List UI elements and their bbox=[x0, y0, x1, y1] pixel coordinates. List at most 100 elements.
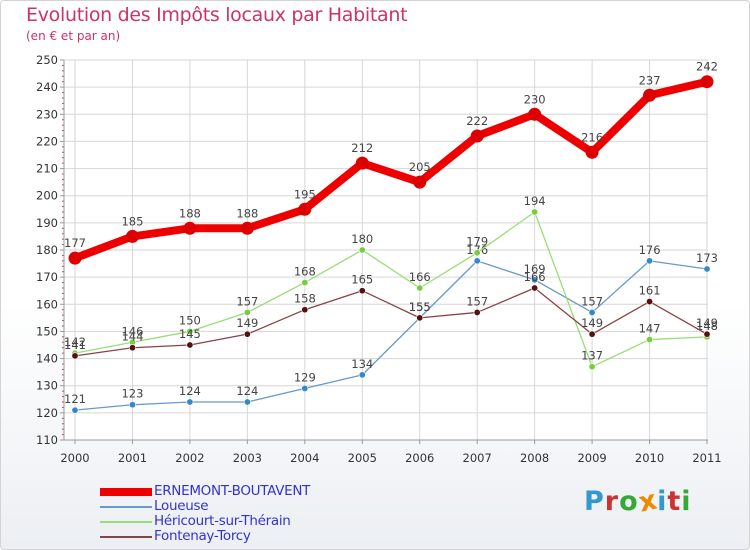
x-tick-label: 2001 bbox=[118, 451, 147, 465]
data-label: 157 bbox=[466, 294, 488, 308]
data-label: 157 bbox=[581, 294, 603, 308]
data-point bbox=[700, 75, 714, 89]
data-point bbox=[183, 221, 197, 235]
legend-swatch bbox=[100, 487, 152, 496]
y-tick-label: 190 bbox=[36, 216, 58, 230]
data-label: 146 bbox=[121, 324, 143, 338]
data-label: 158 bbox=[294, 292, 316, 306]
data-point bbox=[68, 251, 82, 265]
data-label: 222 bbox=[466, 114, 488, 128]
data-point bbox=[531, 208, 539, 216]
series-line bbox=[74, 211, 708, 368]
data-point bbox=[413, 175, 427, 189]
series-line bbox=[74, 260, 708, 411]
data-point bbox=[128, 401, 136, 409]
data-label: 216 bbox=[581, 130, 603, 144]
data-point bbox=[243, 398, 251, 406]
x-tick-label: 2004 bbox=[290, 451, 319, 465]
data-label: 185 bbox=[121, 214, 143, 228]
legend-label: ERNEMONT-BOUTAVENT bbox=[154, 483, 311, 499]
y-tick-label: 200 bbox=[36, 189, 58, 203]
data-label: 149 bbox=[696, 316, 718, 330]
data-point bbox=[416, 284, 424, 292]
legend-swatch bbox=[100, 505, 152, 508]
data-label: 147 bbox=[639, 322, 661, 336]
data-point bbox=[416, 314, 424, 322]
data-label: 173 bbox=[696, 251, 718, 265]
series-1: 121123124124129134155176169157176173 bbox=[64, 243, 718, 414]
data-label: 149 bbox=[581, 316, 603, 330]
data-label: 161 bbox=[639, 284, 661, 298]
data-point bbox=[243, 330, 251, 338]
data-label: 230 bbox=[524, 92, 546, 106]
data-label: 165 bbox=[351, 273, 373, 287]
x-tick-label: 2000 bbox=[60, 451, 89, 465]
y-tick-label: 170 bbox=[36, 270, 58, 284]
data-point bbox=[646, 298, 654, 306]
data-point bbox=[646, 257, 654, 265]
data-point bbox=[186, 398, 194, 406]
x-tick-label: 2011 bbox=[692, 451, 721, 465]
data-label: 180 bbox=[351, 232, 373, 246]
y-tick-label: 240 bbox=[36, 80, 58, 94]
data-label: 188 bbox=[236, 206, 258, 220]
data-point bbox=[71, 406, 79, 414]
x-tick-label: 2006 bbox=[405, 451, 434, 465]
data-label: 141 bbox=[64, 338, 86, 352]
data-label: 137 bbox=[581, 349, 603, 363]
data-label: 237 bbox=[639, 73, 661, 87]
data-point bbox=[646, 336, 654, 344]
data-point bbox=[528, 107, 542, 121]
data-label: 121 bbox=[64, 392, 86, 406]
series-2: 142 146 150 157 168 180 166 179 194 137 147 148 bbox=[64, 194, 718, 371]
data-point bbox=[588, 363, 596, 371]
data-point bbox=[301, 279, 309, 287]
series-line bbox=[74, 287, 708, 357]
data-label: 157 bbox=[236, 294, 258, 308]
data-label: 142 bbox=[64, 335, 86, 349]
data-point bbox=[703, 330, 711, 338]
data-label: 168 bbox=[294, 265, 316, 279]
data-point bbox=[470, 129, 484, 143]
legend-label: Loueuse bbox=[154, 498, 209, 514]
data-label: 155 bbox=[409, 300, 431, 314]
data-label: 129 bbox=[294, 370, 316, 384]
data-label: 169 bbox=[524, 262, 546, 276]
series-3: 141 144 145 149 158 165 155 157 166 149 161 149 bbox=[64, 270, 718, 360]
x-tick-label: 2009 bbox=[577, 451, 606, 465]
y-tick-label: 130 bbox=[36, 379, 58, 393]
data-label: 166 bbox=[409, 270, 431, 284]
x-tick-label: 2002 bbox=[175, 451, 204, 465]
data-label: 194 bbox=[524, 194, 546, 208]
y-tick-label: 140 bbox=[36, 352, 58, 366]
data-label: 145 bbox=[179, 327, 201, 341]
x-tick-label: 2008 bbox=[520, 451, 549, 465]
data-label: 195 bbox=[294, 187, 316, 201]
x-tick-label: 2007 bbox=[463, 451, 492, 465]
data-label: 179 bbox=[466, 235, 488, 249]
series-0: 177 185 188 188 195 212 205 222 230 216 237 242 bbox=[64, 60, 718, 265]
y-tick-label: 180 bbox=[36, 243, 58, 257]
data-point bbox=[186, 327, 194, 335]
data-point bbox=[358, 246, 366, 254]
data-label: 150 bbox=[179, 313, 201, 327]
data-point bbox=[358, 287, 366, 295]
y-tick-label: 160 bbox=[36, 297, 58, 311]
x-tick-label: 2005 bbox=[348, 451, 377, 465]
y-tick-label: 210 bbox=[36, 162, 58, 176]
data-point bbox=[128, 344, 136, 352]
y-tick-label: 120 bbox=[36, 406, 58, 420]
data-point bbox=[531, 276, 539, 284]
data-point bbox=[588, 330, 596, 338]
data-point bbox=[643, 88, 657, 102]
data-point bbox=[358, 371, 366, 379]
legend-swatch bbox=[100, 520, 152, 523]
data-label: 134 bbox=[351, 357, 373, 371]
data-point bbox=[298, 202, 312, 216]
data-point bbox=[531, 284, 539, 292]
data-label: 205 bbox=[409, 160, 431, 174]
data-point bbox=[473, 257, 481, 265]
data-point bbox=[588, 308, 596, 316]
data-point bbox=[585, 145, 599, 159]
